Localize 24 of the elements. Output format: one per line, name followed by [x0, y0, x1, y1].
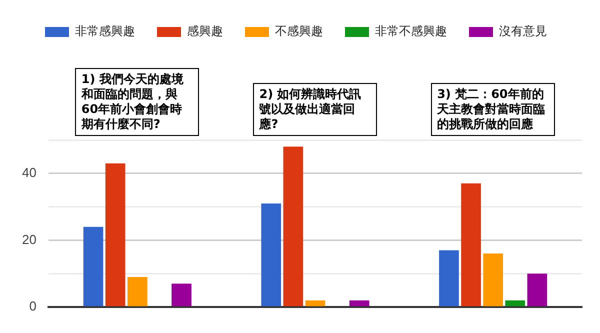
- legend-label: 不感興趣: [275, 24, 323, 38]
- legend-label: 沒有意見: [499, 24, 547, 38]
- legend-label: 非常不感興趣: [375, 24, 447, 38]
- bar: [505, 300, 526, 306]
- y-tick-label: 40: [22, 164, 36, 180]
- bar: [305, 300, 326, 306]
- bar: [127, 276, 148, 306]
- text: 2) 如何辨識時代訊號以及做出適當回應?: [253, 83, 378, 136]
- bar: [261, 203, 282, 306]
- legend-label: 感興趣: [187, 24, 223, 38]
- bar: [172, 284, 192, 306]
- bar: [283, 146, 304, 306]
- bar: [349, 300, 370, 306]
- bar: [527, 274, 548, 306]
- bar: [105, 163, 126, 306]
- text: 3) 梵二：60年前的天主教會對當時面臨的挑戰所做的回應: [431, 83, 556, 136]
- legend-label: 非常感興趣: [75, 24, 135, 38]
- bar: [83, 226, 104, 306]
- bar: [461, 183, 481, 306]
- y-tick-label: 20: [22, 232, 36, 247]
- bar: [439, 250, 459, 306]
- y-tick-label: 0: [29, 298, 36, 314]
- bar: [483, 254, 503, 306]
- text: 1) 我們今天的處境和面臨的問題，與60年前小會創會時期有什麼不同?: [75, 68, 200, 136]
